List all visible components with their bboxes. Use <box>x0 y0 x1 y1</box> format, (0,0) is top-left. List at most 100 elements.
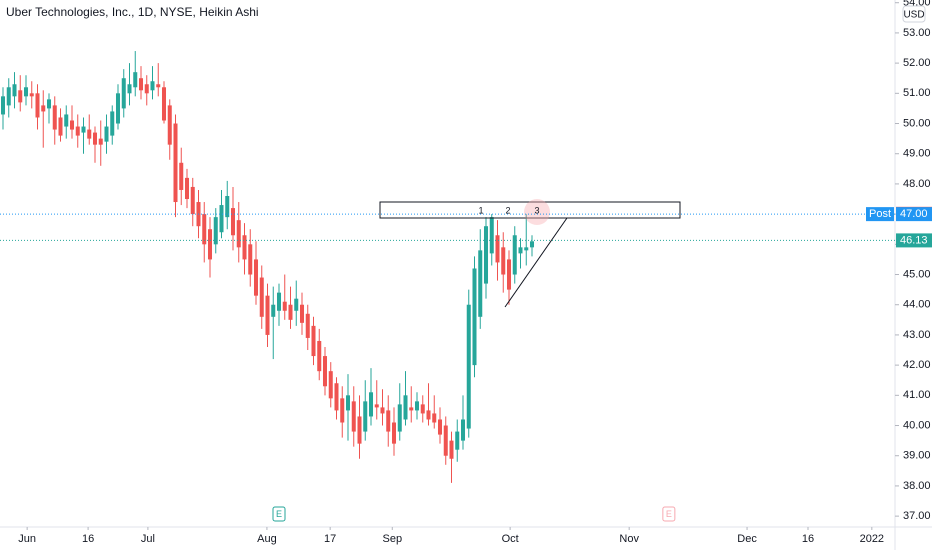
y-tick-label: 51.00 <box>903 87 931 99</box>
candle-body <box>478 250 483 317</box>
candle-body <box>230 208 236 236</box>
candle-body <box>345 395 351 411</box>
candle-body <box>75 126 80 136</box>
candle-body <box>305 313 310 338</box>
candle-body <box>104 126 109 142</box>
candle-body <box>443 425 448 456</box>
pattern-label: 3 <box>534 205 539 215</box>
chart-title: Uber Technologies, Inc., 1D, NYSE, Heiki… <box>6 5 259 19</box>
candle-body <box>524 247 529 251</box>
candle-body <box>110 111 115 136</box>
x-tick-label: Jul <box>141 533 155 545</box>
y-tick-label: 40.00 <box>903 419 931 431</box>
candle-body <box>225 196 230 218</box>
candle-body <box>242 235 247 260</box>
candle-body <box>506 259 512 290</box>
candle-body <box>138 78 144 91</box>
candle-body <box>184 177 190 200</box>
x-tick-label: 16 <box>802 533 814 545</box>
y-tick-label: 52.00 <box>903 57 931 69</box>
y-tick-label: 37.00 <box>903 510 931 522</box>
candle-body <box>294 298 299 311</box>
candle-body <box>150 81 155 91</box>
candle-body <box>46 99 52 109</box>
y-tick-label: 42.00 <box>903 359 931 371</box>
candle-body <box>317 340 322 372</box>
annotation-rectangle <box>379 201 681 219</box>
candle-body <box>357 416 362 444</box>
candle-body <box>299 304 305 323</box>
candle-body <box>259 277 264 317</box>
candle-body <box>340 398 345 423</box>
candle-body <box>236 220 241 248</box>
y-tick-label: 39.00 <box>903 450 931 462</box>
price-label-name-bg <box>866 207 894 222</box>
x-tick-label: Aug <box>257 533 277 545</box>
candle-body <box>58 117 63 136</box>
candle-body <box>276 292 282 311</box>
candle-body <box>397 404 402 432</box>
candle-body <box>64 114 69 127</box>
y-tick-label: 50.00 <box>903 117 931 129</box>
x-tick-label: 17 <box>324 533 336 545</box>
annotation-highlight <box>524 199 550 225</box>
candle-body <box>156 84 161 88</box>
candle-body <box>380 407 385 414</box>
x-tick-label: Dec <box>737 533 757 545</box>
pattern-label: 2 <box>505 205 510 215</box>
candle-body <box>351 401 356 432</box>
event-label: E <box>276 509 282 519</box>
price-label: 46.13 <box>900 234 928 246</box>
event-label: E <box>666 509 672 519</box>
candle-body <box>190 186 195 215</box>
candle-body <box>265 295 270 335</box>
candle-body <box>144 84 149 94</box>
candle-body <box>512 235 517 275</box>
candle-body <box>489 217 494 254</box>
candle-body <box>127 84 132 94</box>
candle-body <box>41 105 46 112</box>
candle-body <box>202 214 207 245</box>
candle-body <box>374 404 379 408</box>
candle-body <box>432 413 437 423</box>
candle-body <box>322 356 328 387</box>
candle-body <box>52 105 57 130</box>
candle-body <box>409 407 414 411</box>
candle-body <box>466 304 471 429</box>
candle-body <box>248 244 253 275</box>
candle-body <box>403 395 408 420</box>
candle-body <box>6 87 11 106</box>
candle-body <box>161 87 167 121</box>
candle-body <box>87 129 92 139</box>
candle-body <box>455 431 460 450</box>
candle-body <box>518 247 523 254</box>
candle-body <box>213 217 218 245</box>
candle-body <box>219 205 224 233</box>
candle-body <box>483 226 489 284</box>
candle-body <box>495 235 500 263</box>
x-tick-label: Jun <box>18 533 36 545</box>
x-tick-label: 2022 <box>860 533 884 545</box>
currency-box[interactable] <box>902 5 926 23</box>
candle-body <box>414 401 420 411</box>
candle-body <box>179 162 184 190</box>
candle-body <box>0 96 6 115</box>
y-tick-label: 45.00 <box>903 268 931 280</box>
y-tick-label: 53.00 <box>903 27 931 39</box>
candle-body <box>98 138 103 145</box>
candle-body <box>18 90 23 103</box>
candle-body <box>426 410 431 420</box>
y-tick-label: 54.00 <box>903 0 931 9</box>
candle-body <box>368 392 374 417</box>
candle-body <box>529 241 535 248</box>
candle-body <box>449 440 454 459</box>
plot-area <box>0 51 535 483</box>
annotation-triangle <box>504 217 680 308</box>
event-marker <box>662 506 676 522</box>
x-tick-label: Nov <box>619 533 639 545</box>
candle-body <box>81 126 86 133</box>
candle-body <box>363 401 368 432</box>
candle-body <box>35 93 40 118</box>
